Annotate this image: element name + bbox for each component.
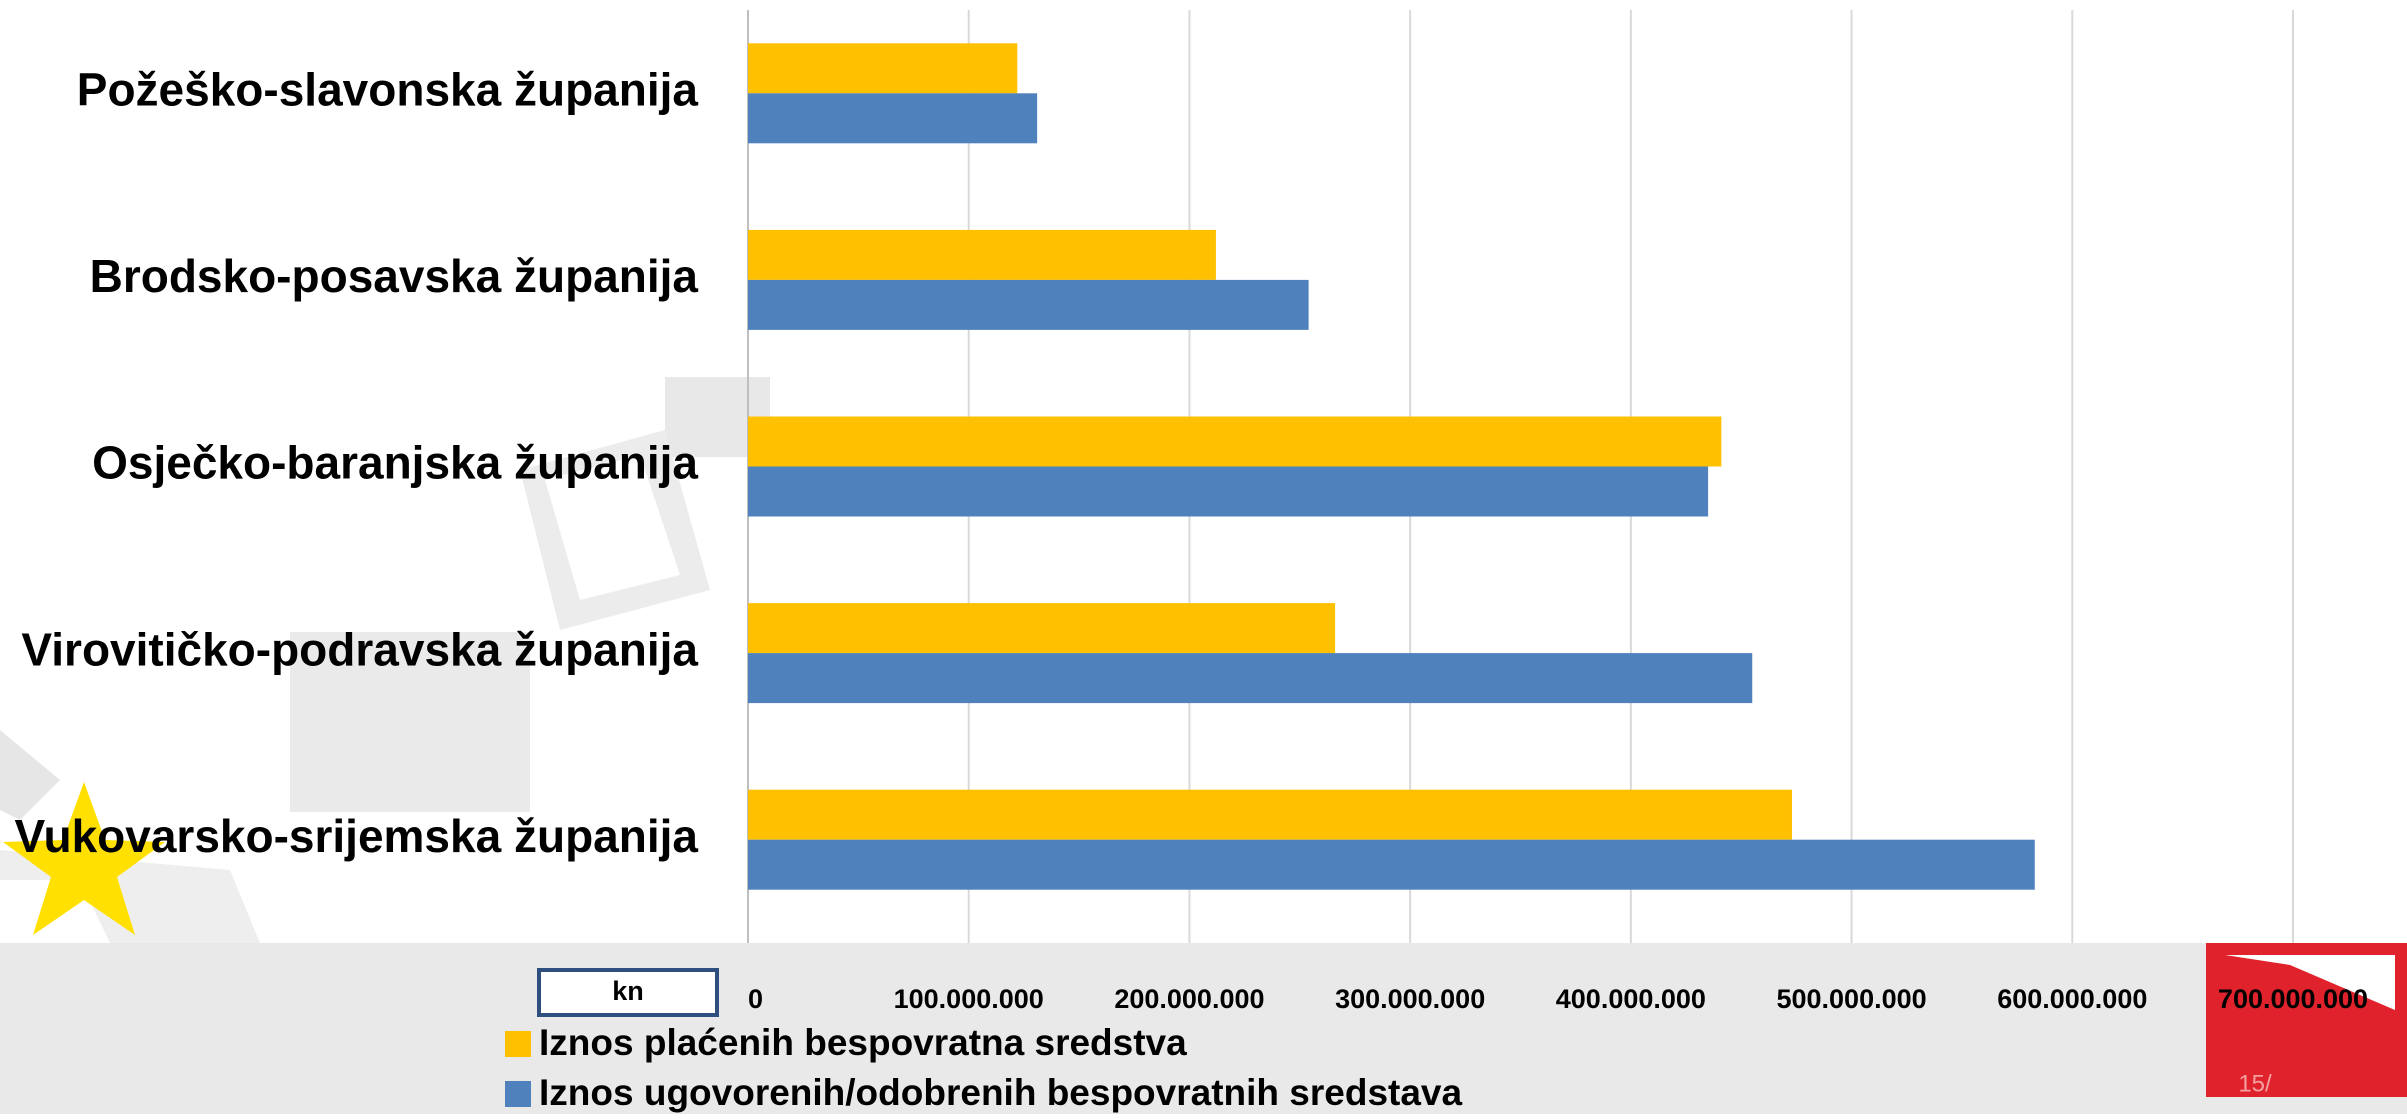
y-tick-label: Vukovarsko-srijemska županija xyxy=(15,810,699,862)
x-tick-label: 100.000.000 xyxy=(894,984,1044,1014)
x-tick-label: 500.000.000 xyxy=(1776,984,1926,1014)
legend-swatch xyxy=(505,1031,531,1057)
bar xyxy=(748,416,1722,467)
legend-label: Iznos plaćenih bespovratna sredstva xyxy=(539,1022,1187,1063)
axis-unit: kn xyxy=(612,976,644,1006)
x-tick-label: 300.000.000 xyxy=(1335,984,1485,1014)
bar xyxy=(748,466,1709,517)
bars xyxy=(748,43,2035,890)
bar xyxy=(748,789,1792,840)
x-tick-label: 600.000.000 xyxy=(1997,984,2147,1014)
legend-swatch xyxy=(505,1081,531,1107)
bar xyxy=(748,43,1018,94)
background-decoration xyxy=(0,377,2407,1114)
bar xyxy=(748,653,1753,704)
bar xyxy=(748,93,1038,144)
x-tick-label: 700.000.000 xyxy=(2218,984,2368,1014)
y-tick-label: Osječko-baranjska županija xyxy=(92,437,698,489)
y-tick-label: Virovitičko-podravska županija xyxy=(21,623,698,675)
x-tick-label: 0 xyxy=(748,984,763,1014)
y-tick-label: Požeško-slavonska županija xyxy=(77,63,699,115)
x-tick-label: 400.000.000 xyxy=(1556,984,1706,1014)
unit-box xyxy=(537,968,719,1017)
bar xyxy=(748,279,1309,330)
legend-label: Iznos ugovorenih/odobrenih bespovratnih … xyxy=(539,1072,1463,1113)
x-tick-label: 200.000.000 xyxy=(1114,984,1264,1014)
bar xyxy=(748,229,1216,280)
bar xyxy=(748,603,1336,654)
page-number: 15/ xyxy=(2238,1070,2272,1097)
y-tick-label: Brodsko-posavska županija xyxy=(90,250,699,302)
bar xyxy=(748,839,2035,890)
